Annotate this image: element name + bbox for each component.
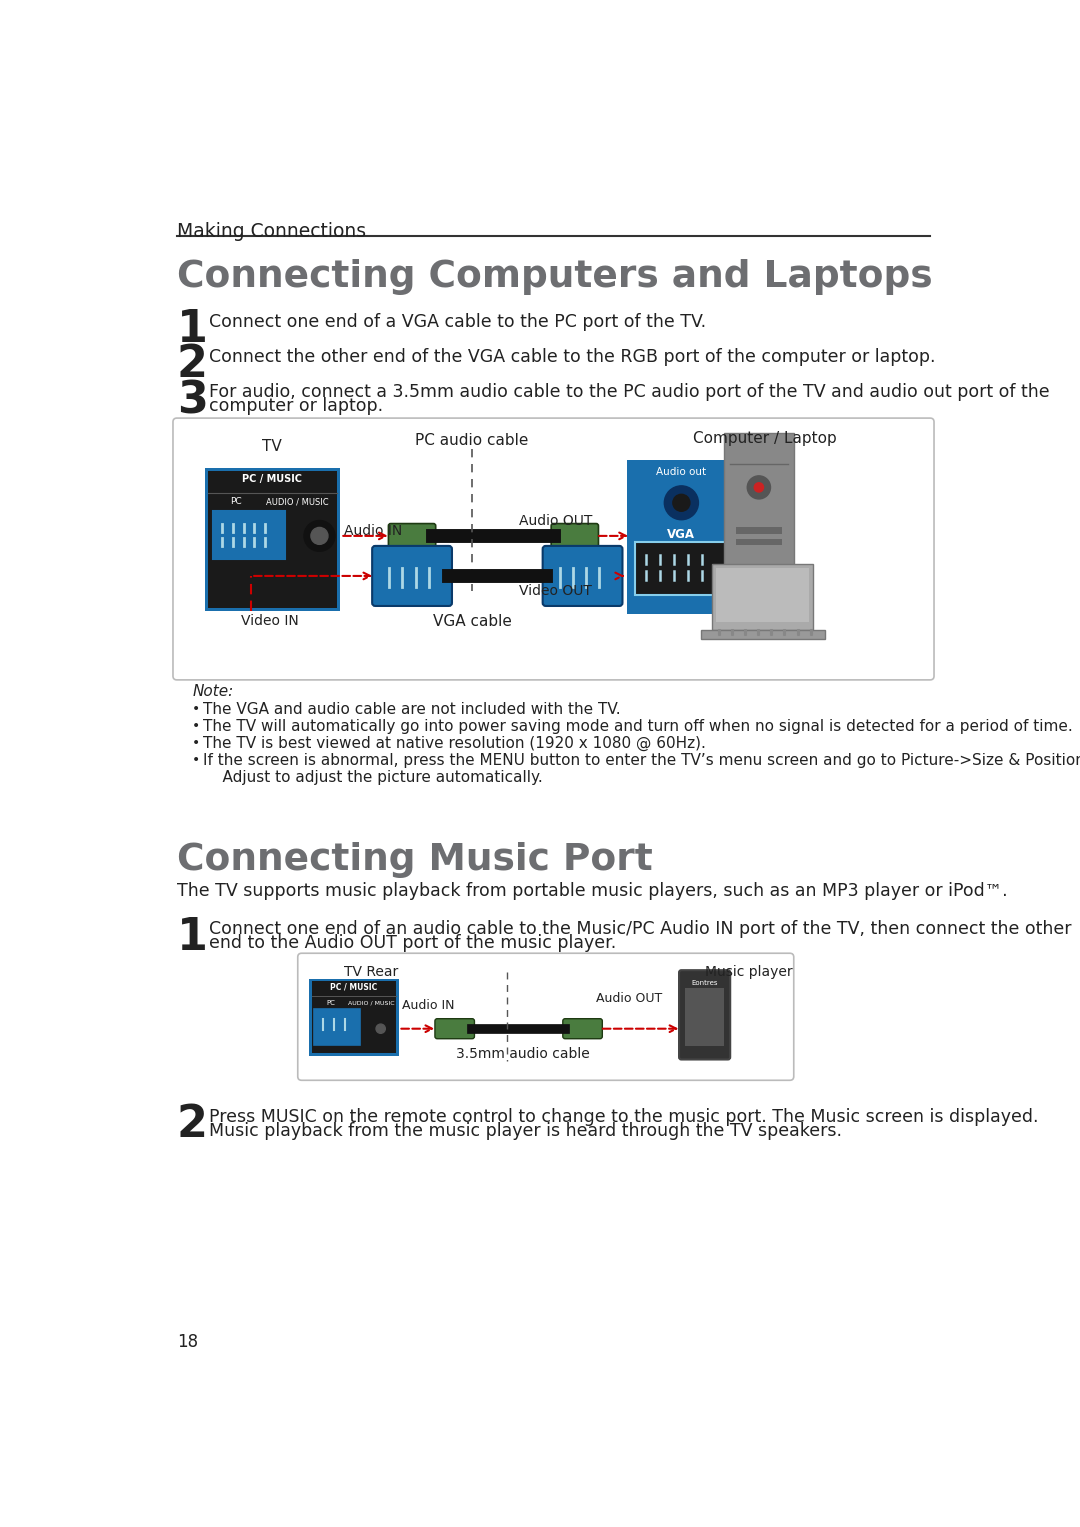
Text: Video OUT: Video OUT	[519, 583, 592, 597]
Text: Connect one end of a VGA cable to the PC port of the TV.: Connect one end of a VGA cable to the PC…	[208, 313, 705, 331]
Circle shape	[370, 1019, 391, 1038]
Circle shape	[754, 483, 764, 492]
FancyBboxPatch shape	[309, 979, 399, 1055]
Text: computer or laptop.: computer or laptop.	[208, 397, 382, 415]
Circle shape	[303, 521, 335, 551]
Text: TV: TV	[262, 440, 282, 454]
FancyBboxPatch shape	[627, 461, 735, 614]
Text: Video IN: Video IN	[241, 614, 299, 629]
Text: VGA cable: VGA cable	[433, 614, 512, 629]
FancyBboxPatch shape	[373, 547, 451, 606]
FancyBboxPatch shape	[735, 539, 782, 545]
FancyBboxPatch shape	[205, 469, 340, 611]
FancyBboxPatch shape	[635, 542, 727, 596]
FancyBboxPatch shape	[542, 547, 622, 606]
FancyBboxPatch shape	[701, 629, 825, 640]
FancyBboxPatch shape	[213, 512, 285, 559]
Text: The VGA and audio cable are not included with the TV.: The VGA and audio cable are not included…	[203, 702, 621, 718]
Text: Making Connections: Making Connections	[177, 221, 366, 241]
Text: Audio IN: Audio IN	[345, 524, 403, 538]
Text: Connecting Music Port: Connecting Music Port	[177, 841, 652, 878]
FancyBboxPatch shape	[389, 524, 435, 548]
Text: Note:: Note:	[192, 684, 233, 699]
Text: 18: 18	[177, 1333, 198, 1351]
Text: 3.5mm audio cable: 3.5mm audio cable	[456, 1048, 590, 1061]
Text: Music player: Music player	[704, 965, 793, 979]
FancyBboxPatch shape	[713, 565, 813, 629]
Circle shape	[376, 1025, 386, 1034]
Text: TV Rear: TV Rear	[345, 965, 399, 979]
FancyBboxPatch shape	[679, 970, 730, 1060]
Text: Audio out: Audio out	[657, 467, 706, 476]
Text: •: •	[192, 719, 201, 733]
Text: PC / MUSIC: PC / MUSIC	[329, 982, 377, 991]
Text: •: •	[192, 753, 201, 767]
Circle shape	[747, 476, 770, 499]
Text: For audio, connect a 3.5mm audio cable to the PC audio port of the TV and audio : For audio, connect a 3.5mm audio cable t…	[208, 383, 1050, 402]
Text: PC: PC	[230, 498, 242, 507]
FancyBboxPatch shape	[435, 1019, 474, 1038]
FancyBboxPatch shape	[724, 434, 794, 576]
Text: The TV is best viewed at native resolution (1920 x 1080 @ 60Hz).: The TV is best viewed at native resoluti…	[203, 736, 706, 751]
Text: end to the Audio OUT port of the music player.: end to the Audio OUT port of the music p…	[208, 935, 616, 951]
FancyBboxPatch shape	[312, 980, 396, 1054]
Text: Audio OUT: Audio OUT	[596, 991, 662, 1005]
Circle shape	[673, 495, 690, 512]
Text: Press MUSIC on the remote control to change to the music port. The Music screen : Press MUSIC on the remote control to cha…	[208, 1109, 1038, 1125]
Text: If the screen is abnormal, press the MENU button to enter the TV’s menu screen a: If the screen is abnormal, press the MEN…	[203, 753, 1080, 768]
Text: The TV supports music playback from portable music players, such as an MP3 playe: The TV supports music playback from port…	[177, 881, 1008, 899]
FancyBboxPatch shape	[298, 953, 794, 1080]
Text: The TV will automatically go into power saving mode and turn off when no signal : The TV will automatically go into power …	[203, 719, 1072, 734]
Text: Audio IN: Audio IN	[403, 1000, 455, 1012]
Text: Connecting Computers and Laptops: Connecting Computers and Laptops	[177, 258, 932, 295]
Text: •: •	[192, 736, 201, 750]
Text: 1: 1	[177, 916, 207, 959]
Text: 1: 1	[177, 308, 207, 351]
Text: Audio OUT: Audio OUT	[518, 515, 592, 528]
Text: •: •	[192, 702, 201, 716]
Text: 3: 3	[177, 380, 207, 423]
Text: 2: 2	[177, 1104, 207, 1147]
Text: Adjust to adjust the picture automatically.: Adjust to adjust the picture automatical…	[203, 770, 543, 785]
FancyBboxPatch shape	[685, 988, 724, 1046]
Text: AUDIO / MUSIC: AUDIO / MUSIC	[267, 498, 329, 507]
FancyBboxPatch shape	[563, 1019, 603, 1038]
Text: PC / MUSIC: PC / MUSIC	[242, 475, 302, 484]
Text: Computer / Laptop: Computer / Laptop	[693, 431, 837, 446]
Text: Connect the other end of the VGA cable to the RGB port of the computer or laptop: Connect the other end of the VGA cable t…	[208, 348, 935, 366]
FancyBboxPatch shape	[173, 418, 934, 680]
Text: AUDIO / MUSIC: AUDIO / MUSIC	[348, 1000, 394, 1005]
Text: Connect one end of an audio cable to the Music/PC Audio IN port of the TV, then : Connect one end of an audio cable to the…	[208, 921, 1071, 938]
FancyBboxPatch shape	[314, 1009, 360, 1044]
Text: Music playback from the music player is heard through the TV speakers.: Music playback from the music player is …	[208, 1122, 841, 1139]
Circle shape	[311, 527, 328, 544]
Text: PC: PC	[326, 1000, 336, 1006]
FancyBboxPatch shape	[735, 527, 782, 533]
Text: PC audio cable: PC audio cable	[416, 434, 529, 449]
Circle shape	[664, 486, 699, 519]
FancyBboxPatch shape	[207, 472, 337, 608]
Text: VGA: VGA	[667, 528, 696, 541]
FancyBboxPatch shape	[716, 568, 809, 621]
Text: Eontres: Eontres	[691, 980, 718, 986]
Text: 2: 2	[177, 344, 207, 386]
FancyBboxPatch shape	[551, 524, 598, 548]
